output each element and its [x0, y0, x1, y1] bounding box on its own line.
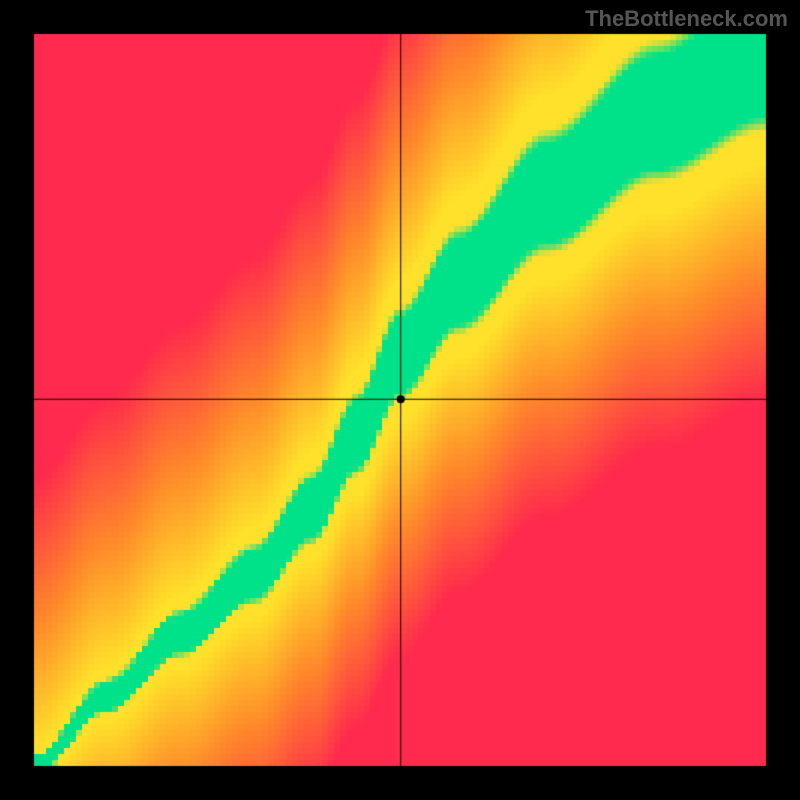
watermark-text: TheBottleneck.com	[585, 6, 788, 32]
chart-container: TheBottleneck.com	[0, 0, 800, 800]
bottleneck-heatmap	[0, 0, 800, 800]
